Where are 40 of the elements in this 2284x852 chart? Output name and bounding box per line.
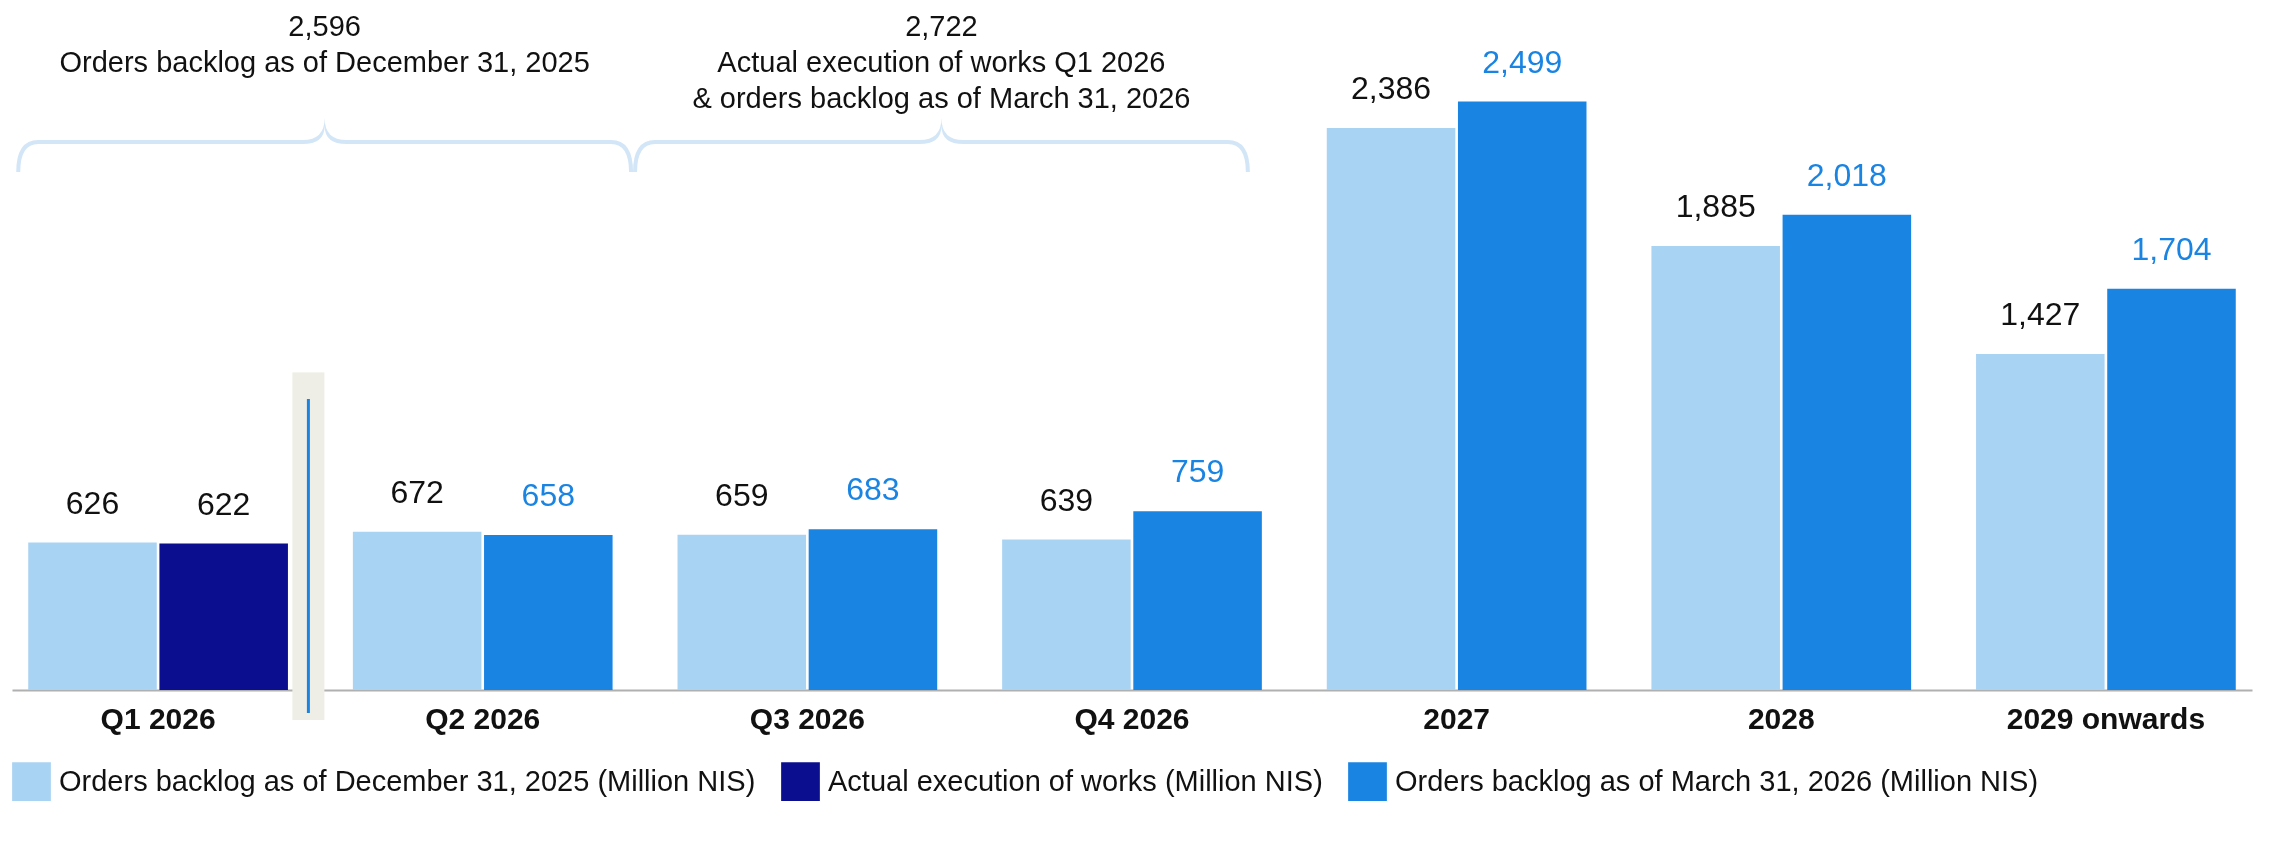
data-label: 659 (715, 476, 769, 513)
data-label: 639 (1039, 481, 1094, 518)
bar (2107, 288, 2236, 690)
data-label: 1,704 (2131, 230, 2212, 267)
bar (159, 543, 288, 690)
data-label: 626 (65, 484, 120, 521)
bar (1326, 128, 1456, 690)
data-label: 759 (1170, 453, 1225, 490)
x-tick-label: Q4 2026 (1074, 701, 1190, 735)
bar (1457, 101, 1587, 690)
bar (1133, 511, 1262, 690)
data-label: 672 (390, 473, 444, 510)
bar (352, 531, 482, 690)
x-tick-label: 2028 (1747, 701, 1815, 735)
data-label: 2,499 (1482, 43, 1563, 80)
data-label: 622 (196, 485, 251, 522)
x-tick-label: 2027 (1423, 701, 1491, 735)
legend-label: Orders backlog as of March 31, 2026 (Million NIS) (1395, 764, 2039, 797)
x-tick-label: Q1 2026 (100, 701, 216, 735)
bar (677, 534, 807, 690)
bar (1651, 246, 1780, 690)
legend-label: Actual execution of works (Million NIS) (828, 764, 1323, 797)
annotation: 2,722 Actual execution of works Q1 2026 & orders backlog as of March 31, 2026 (692, 9, 1191, 116)
bar (1976, 353, 2105, 690)
x-tick-label: Q2 2026 (425, 701, 541, 735)
bar (484, 535, 613, 690)
bar (1782, 214, 1912, 690)
data-label: 1,885 (1675, 188, 1756, 225)
x-tick-label: Q3 2026 (749, 701, 865, 735)
data-label: 1,427 (2000, 295, 2081, 332)
legend-label: Orders backlog as of December 31, 2025 (Million NIS) (59, 764, 756, 797)
data-label: 2,386 (1351, 70, 1432, 107)
x-tick-label: 2029 onwards (2006, 701, 2206, 735)
bar (808, 529, 938, 690)
data-label: 683 (846, 471, 900, 508)
bar (28, 542, 157, 690)
data-label: 2,018 (1806, 156, 1887, 193)
text: 2,596 Orders backlog as of December 31, 2025 (59, 9, 590, 80)
data-label: 658 (521, 477, 575, 514)
bar (1002, 539, 1131, 690)
